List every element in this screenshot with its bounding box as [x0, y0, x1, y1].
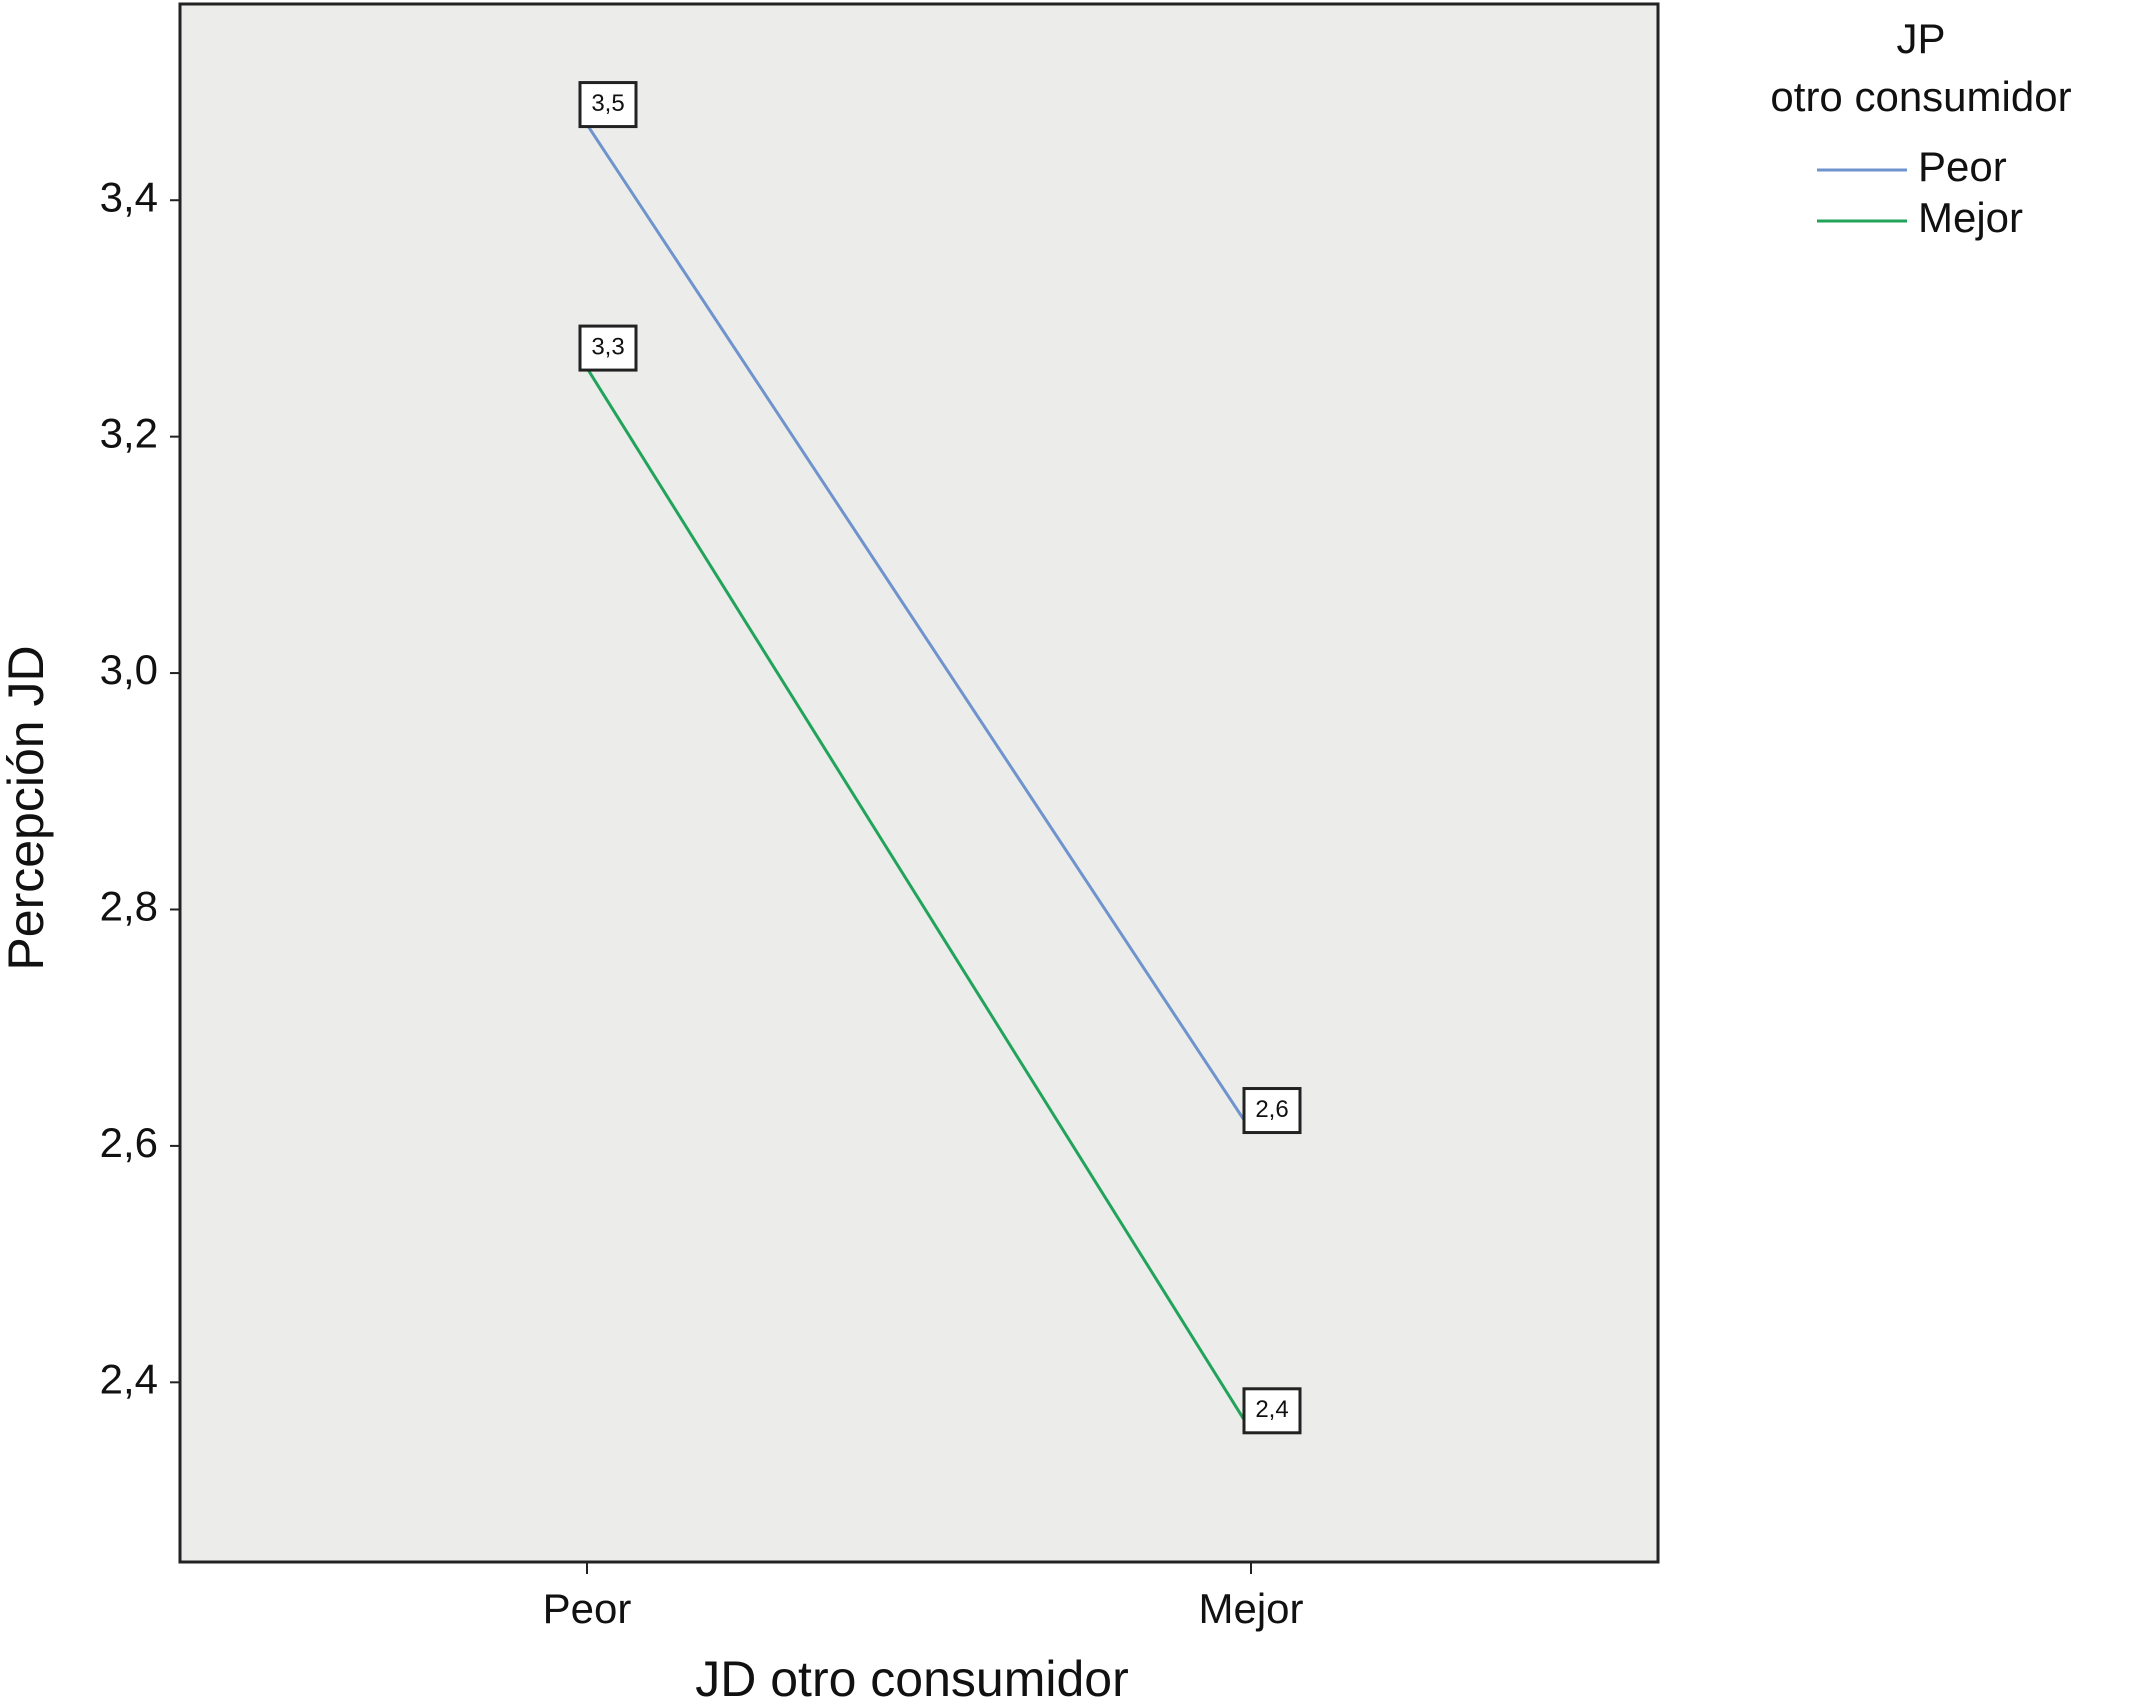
value-label-box	[578, 324, 638, 372]
value-label: 3,5	[591, 90, 624, 117]
legend-title: JP	[1896, 15, 1945, 62]
x-tick-label: Mejor	[1198, 1585, 1303, 1632]
y-tick-label: 2,4	[100, 1355, 158, 1402]
y-tick-label: 2,8	[100, 883, 158, 930]
legend-title: otro consumidor	[1770, 73, 2071, 120]
y-tick-label: 3,0	[100, 646, 158, 693]
x-tick-label: Peor	[543, 1585, 632, 1632]
plot-area	[178, 2, 1660, 1564]
y-tick-label: 3,4	[100, 173, 158, 220]
legend-label: Mejor	[1918, 194, 2023, 241]
value-label: 3,3	[591, 333, 624, 360]
value-label-box	[578, 81, 638, 129]
value-label-box	[1242, 1087, 1302, 1135]
y-axis-title: Percepción JD	[0, 645, 54, 970]
legend-label: Peor	[1918, 143, 2007, 190]
y-tick-label: 2,6	[100, 1119, 158, 1166]
x-axis-title: JD otro consumidor	[695, 1651, 1129, 1706]
value-label: 2,4	[1255, 1396, 1288, 1423]
line	[585, 367, 1253, 1432]
value-label-box	[1242, 1387, 1302, 1435]
y-tick-label: 3,2	[100, 410, 158, 457]
line	[585, 123, 1253, 1132]
value-label: 2,6	[1255, 1096, 1288, 1123]
